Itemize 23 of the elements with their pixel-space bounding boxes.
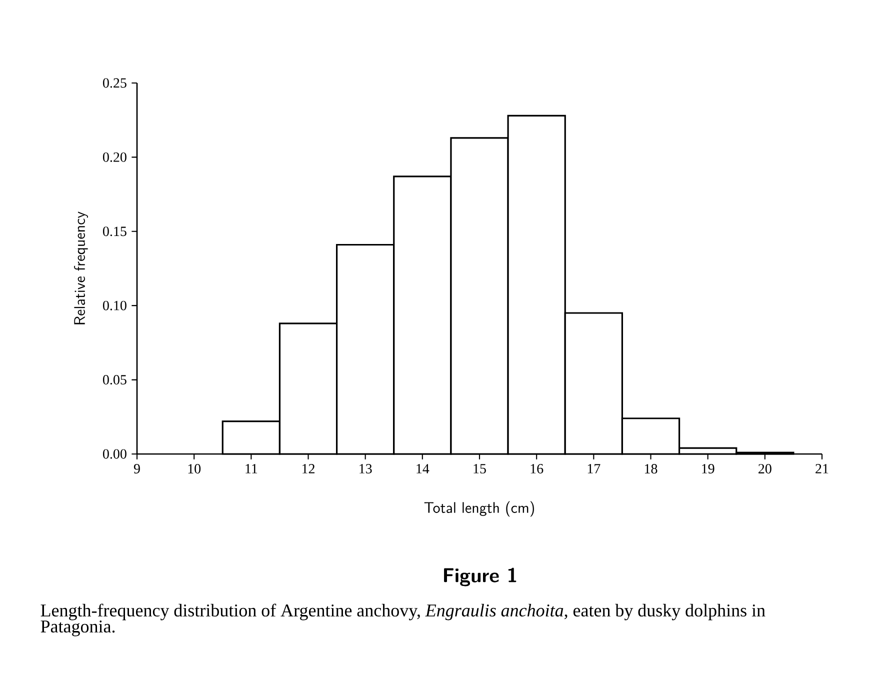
x-tick-label: 9 bbox=[134, 464, 140, 474]
x-tick-label: 21 bbox=[816, 464, 828, 474]
y-tick-label: 0.00 bbox=[102, 449, 126, 459]
x-tick-label: 20 bbox=[758, 464, 772, 474]
x-tick-label: 10 bbox=[188, 464, 201, 474]
y-axis-title: Relative frequency bbox=[74, 212, 88, 324]
x-tick-label: 14 bbox=[416, 464, 430, 474]
y-tick-label: 0.20 bbox=[102, 152, 126, 162]
y-tick-label: 0.25 bbox=[102, 78, 126, 88]
x-tick-label: 16 bbox=[530, 464, 544, 474]
text: Figure 1 bbox=[444, 568, 516, 586]
x-tick-label: 17 bbox=[588, 464, 600, 474]
y-tick-label: 0.15 bbox=[102, 226, 126, 236]
x-tick-label: 19 bbox=[702, 464, 714, 474]
x-axis-title: Total length (cm) bbox=[424, 501, 534, 517]
y-tick-label: 0.10 bbox=[102, 300, 126, 310]
x-tick-label: 18 bbox=[644, 464, 658, 474]
y-tick-label: 0.05 bbox=[102, 375, 126, 385]
x-tick-label: 11 bbox=[246, 464, 258, 474]
x-tick-label: 13 bbox=[360, 464, 372, 474]
x-tick-label: 15 bbox=[474, 464, 486, 474]
text: Length-frequency distribution of Argentine anchovy, Engraulis anchoita, eaten by dusky dolphins in Patagonia. bbox=[40, 604, 766, 636]
x-tick-label: 12 bbox=[302, 464, 314, 474]
